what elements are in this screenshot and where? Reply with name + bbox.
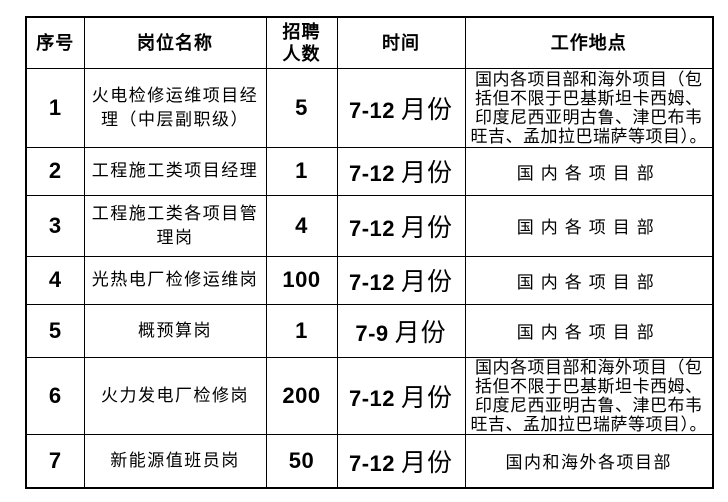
table-row: 3 工程施工类各项目管 理岗 4 7-12 月份 国内各项目部 (25, 194, 714, 257)
position-cell: 火电检修运维项目经 理（中层副职级） (83, 67, 267, 148)
headcount-cell: 100 (265, 255, 338, 305)
time-cell: 7-12 月份 (336, 356, 466, 435)
location-cell: 国内各项目部 (464, 194, 714, 257)
time-range: 7-12 (348, 385, 396, 411)
seq-cell: 1 (25, 67, 85, 148)
headcount-cell: 4 (265, 194, 338, 257)
location-cell: 国内各项目部 (464, 255, 714, 305)
table-row: 5 概预算岗 1 7-9 月份 国内各项目部 (25, 303, 714, 358)
headcount-cell: 200 (265, 356, 338, 435)
headcount-cell: 50 (265, 433, 338, 489)
time-range: 7-12 (348, 270, 396, 295)
time-range: 7-12 (348, 97, 396, 123)
header-time: 时间 (336, 16, 466, 69)
recruitment-table: 序号 岗位名称 招聘 人数 时间 工作地点 1 火电检修运维项目经 理（中层副职… (25, 16, 714, 489)
location-cell: 国内和海外各项目部 (464, 433, 714, 489)
time-cell: 7-12 月份 (336, 255, 466, 305)
seq-cell: 3 (25, 194, 85, 257)
seq-cell: 7 (25, 433, 85, 489)
time-range: 7-12 (348, 161, 396, 186)
seq-cell: 5 (25, 303, 85, 358)
time-cell: 7-9 月份 (336, 303, 466, 358)
time-unit: 月份 (401, 96, 454, 124)
headcount-cell: 1 (265, 303, 338, 358)
position-cell: 火力发电厂检修岗 (83, 356, 267, 435)
table-row: 1 火电检修运维项目经 理（中层副职级） 5 7-12 月份 国内各项目部和海外项… (25, 67, 714, 148)
time-unit: 月份 (401, 214, 454, 242)
table-row: 6 火力发电厂检修岗 200 7-12 月份 国内各项目部和海外项目（包 括但不限… (25, 356, 714, 435)
seq-cell: 2 (25, 146, 85, 196)
header-seq: 序号 (25, 16, 85, 69)
time-cell: 7-12 月份 (336, 146, 466, 196)
time-unit: 月份 (401, 449, 454, 477)
location-cell: 国内各项目部和海外项目（包 括但不限于巴基斯坦卡西姆、 印度尼西亚明古鲁、津巴布… (464, 356, 714, 435)
time-cell: 7-12 月份 (336, 194, 466, 257)
seq-cell: 6 (25, 356, 85, 435)
header-location: 工作地点 (464, 16, 714, 69)
position-cell: 概预算岗 (83, 303, 267, 358)
time-range: 7-12 (348, 450, 396, 476)
seq-cell: 4 (25, 255, 85, 305)
header-headcount: 招聘 人数 (265, 16, 338, 69)
time-unit: 月份 (401, 269, 454, 296)
table-row: 2 工程施工类项目经理 1 7-12 月份 国内各项目部 (25, 146, 714, 196)
table-header-row: 序号 岗位名称 招聘 人数 时间 工作地点 (25, 16, 714, 69)
table-row: 7 新能源值班员岗 50 7-12 月份 国内和海外各项目部 (25, 433, 714, 489)
headcount-cell: 1 (265, 146, 338, 196)
time-range: 7-12 (348, 215, 396, 241)
time-unit: 月份 (394, 319, 447, 347)
location-cell: 国内各项目部 (464, 146, 714, 196)
time-range: 7-9 (355, 320, 389, 346)
time-cell: 7-12 月份 (336, 433, 466, 489)
time-cell: 7-12 月份 (336, 67, 466, 148)
time-unit: 月份 (401, 160, 454, 187)
table-row: 4 光热电厂检修运维岗 100 7-12 月份 国内各项目部 (25, 255, 714, 305)
location-cell: 国内各项目部 (464, 303, 714, 358)
headcount-cell: 5 (265, 67, 338, 148)
location-cell: 国内各项目部和海外项目（包 括但不限于巴基斯坦卡西姆、 印度尼西亚明古鲁、津巴布… (464, 67, 714, 148)
position-cell: 新能源值班员岗 (83, 433, 267, 489)
header-position: 岗位名称 (83, 16, 267, 69)
position-cell: 光热电厂检修运维岗 (83, 255, 267, 305)
position-cell: 工程施工类各项目管 理岗 (83, 194, 267, 257)
position-cell: 工程施工类项目经理 (83, 146, 267, 196)
time-unit: 月份 (401, 384, 454, 412)
